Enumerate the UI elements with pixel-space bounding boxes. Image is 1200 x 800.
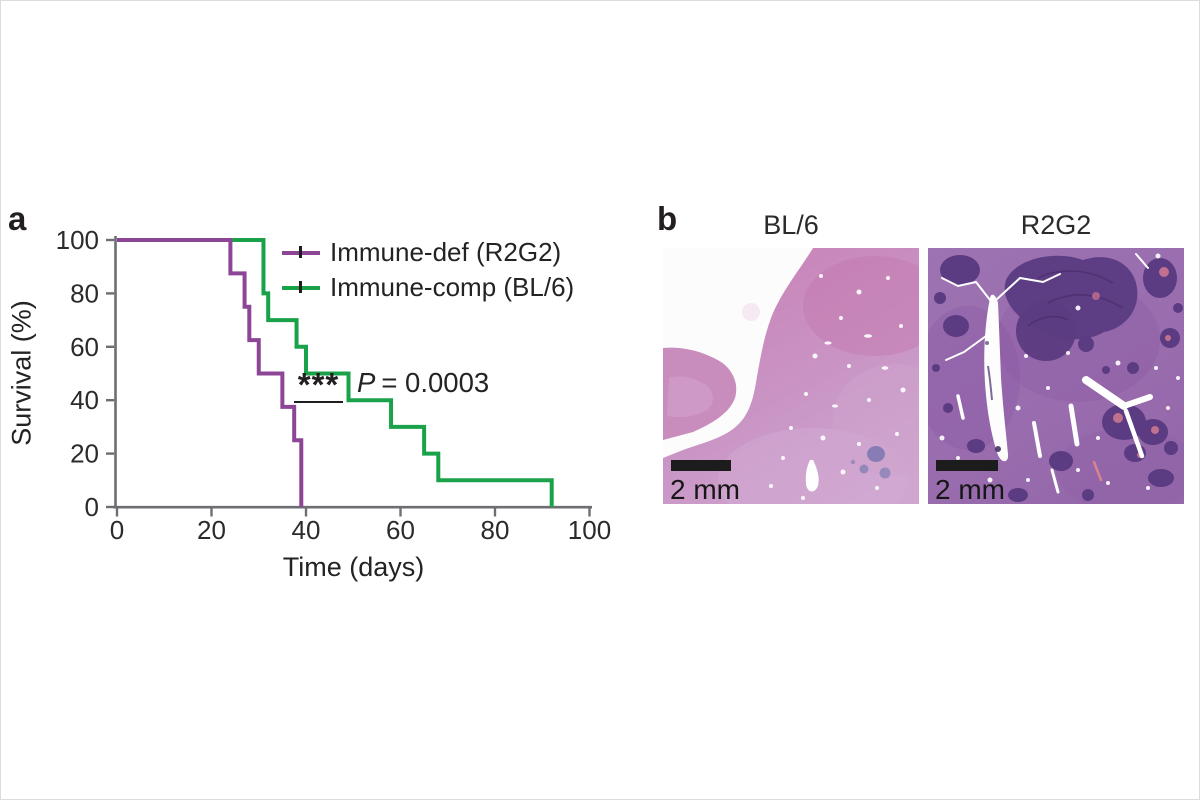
legend-row-immune-def: Immune-def (R2G2) [282, 237, 574, 267]
y-tick-label-0: 0 [85, 492, 99, 522]
vessel-specks-bl6 [769, 274, 906, 500]
x-tick-label-20: 20 [197, 515, 226, 545]
x-tick-label-60: 60 [386, 515, 415, 545]
y-tick-label-80: 80 [70, 278, 99, 308]
x-axis-title: Time (days) [282, 552, 425, 582]
histology-title-r2g2: R2G2 [1020, 210, 1092, 240]
legend-row-immune-comp: Immune-comp (BL/6) [282, 272, 575, 302]
histology-image-bl6: 2 mm [663, 248, 919, 504]
p-symbol: P [357, 367, 376, 398]
censor-tick-icon [299, 280, 302, 293]
scale-bar-label-r2g2: 2 mm [935, 474, 1005, 504]
p-value-text: = 0.0003 [381, 367, 490, 398]
y-axis-title: Survival (%) [6, 300, 37, 446]
nodule-texture [1027, 270, 1124, 327]
vessel-specks-r2g2 [939, 253, 1180, 490]
x-tick-label-40: 40 [292, 515, 321, 545]
significance-stars: *** [294, 368, 343, 403]
censor-tick-icon [299, 245, 302, 258]
p-value-annotation: P = 0.0003 [357, 367, 489, 399]
panel-b-label: b [657, 200, 678, 237]
survival-curve-immune-def-r2g2- [117, 238, 304, 507]
y-tick-label-20: 20 [70, 439, 99, 469]
chart-legend: Immune-def (R2G2) Immune-comp (BL/6) [282, 237, 575, 302]
legend-label-immune-def: Immune-def (R2G2) [330, 237, 562, 267]
histology-image-r2g2: 2 mm [928, 248, 1184, 504]
x-tick-label-0: 0 [110, 515, 124, 545]
scale-bar-r2g2 [936, 460, 998, 471]
y-tick-label-100: 100 [56, 225, 99, 255]
x-tick-label-80: 80 [481, 515, 510, 545]
legend-marker-purple-icon [282, 245, 322, 261]
y-tick-label-60: 60 [70, 332, 99, 362]
y-tick-label-40: 40 [70, 385, 99, 415]
histology-title-bl6: BL/6 [763, 210, 819, 240]
scale-bar-label-bl6: 2 mm [670, 474, 740, 504]
panel-a-label: a [8, 200, 27, 237]
large-vessel-bl6 [805, 460, 819, 492]
x-tick-label-100: 100 [568, 515, 611, 545]
blue-foci-bl6 [850, 446, 891, 479]
scale-bar-bl6 [671, 460, 731, 471]
legend-marker-green-icon [282, 280, 322, 296]
legend-label-immune-comp: Immune-comp (BL/6) [330, 272, 575, 302]
white-clefts-r2g2 [941, 253, 1153, 494]
